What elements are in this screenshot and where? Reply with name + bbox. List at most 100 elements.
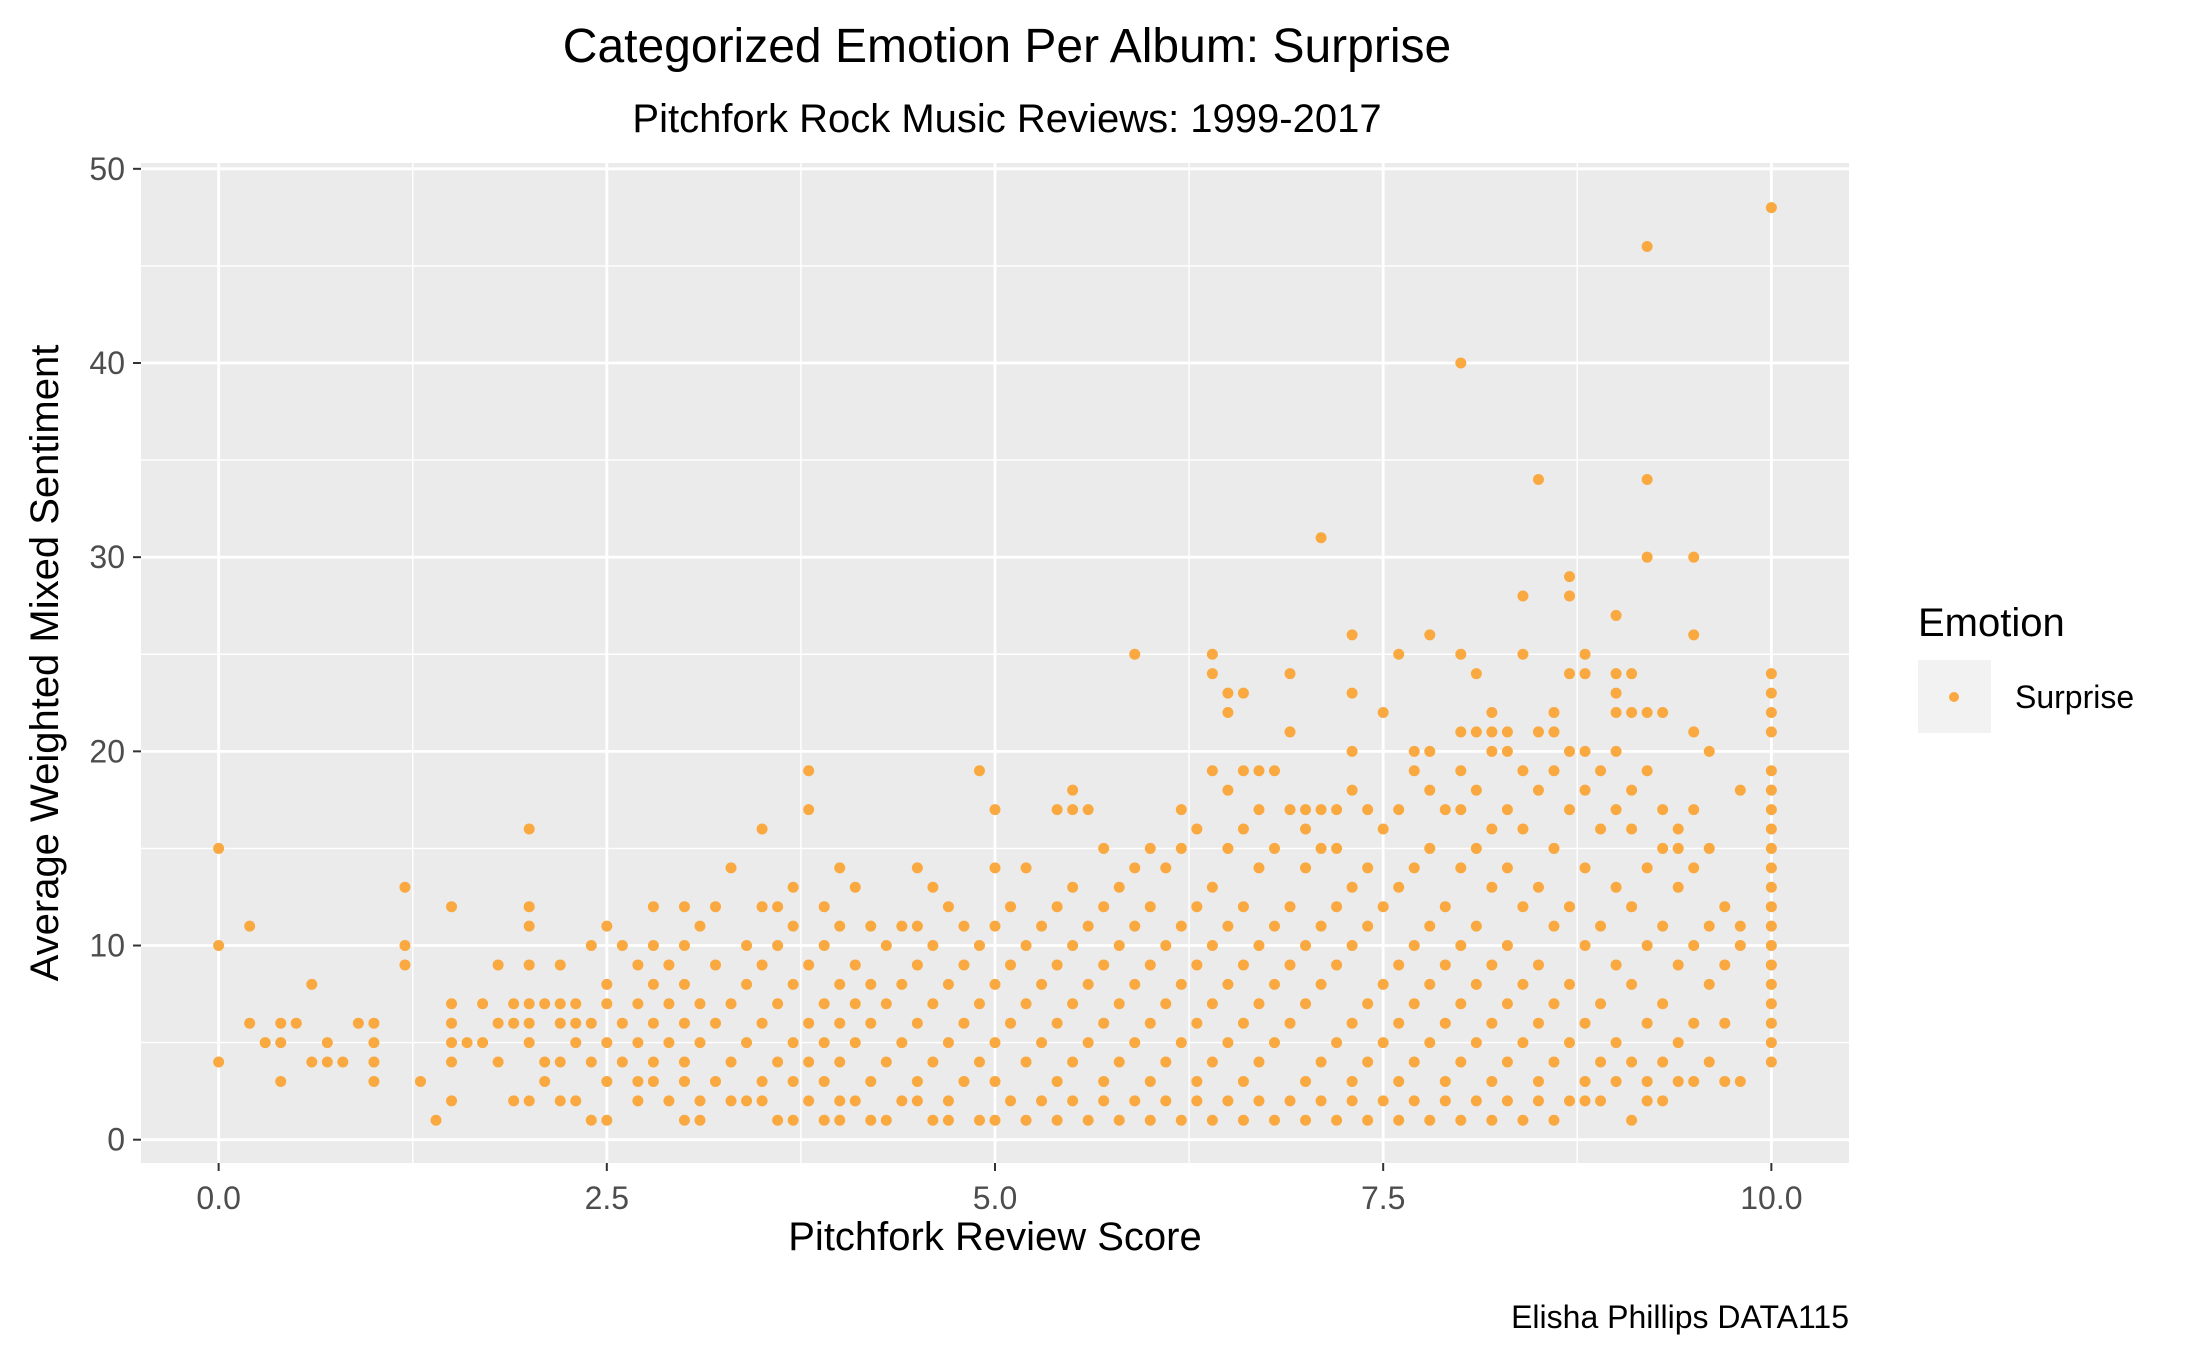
y-tick-label: 20 [89, 733, 125, 769]
data-point [865, 1114, 877, 1126]
data-point [849, 1037, 861, 1049]
data-point [1067, 998, 1079, 1010]
data-point [1393, 804, 1405, 816]
data-point [1268, 978, 1280, 990]
data-point [1113, 1114, 1125, 1126]
data-point [1144, 901, 1156, 913]
data-point [1595, 920, 1607, 932]
data-point [803, 1095, 815, 1107]
data-point [585, 1056, 597, 1068]
data-point [756, 1095, 768, 1107]
data-point [803, 804, 815, 816]
data-point [1486, 726, 1498, 738]
data-point [213, 1056, 225, 1068]
data-point [1113, 940, 1125, 952]
data-point [942, 1114, 954, 1126]
data-point [1300, 1114, 1312, 1126]
data-point [1175, 978, 1187, 990]
data-point [849, 1095, 861, 1107]
data-point [942, 1037, 954, 1049]
data-point [446, 1056, 458, 1068]
data-point [1020, 940, 1032, 952]
data-point [523, 920, 535, 932]
data-point [570, 1095, 582, 1107]
data-point [1346, 1075, 1358, 1087]
data-point [1346, 940, 1358, 952]
data-point [1237, 1075, 1249, 1087]
data-point [1486, 1075, 1498, 1087]
data-point [803, 1056, 815, 1068]
data-point [1501, 862, 1513, 874]
data-point [942, 1095, 954, 1107]
data-point [1455, 1114, 1467, 1126]
data-point [1082, 978, 1094, 990]
data-point [1579, 745, 1591, 757]
data-point [1439, 959, 1451, 971]
data-point [1703, 1056, 1715, 1068]
data-point [1082, 920, 1094, 932]
data-point [694, 920, 706, 932]
data-point [1113, 998, 1125, 1010]
data-point [1424, 629, 1436, 641]
data-point [647, 978, 659, 990]
data-point [1688, 940, 1700, 952]
data-point [1253, 1056, 1265, 1068]
data-point [1377, 1037, 1389, 1049]
data-point [710, 959, 722, 971]
data-point [601, 1114, 613, 1126]
data-point [446, 901, 458, 913]
data-point [880, 1114, 892, 1126]
data-point [710, 1017, 722, 1029]
data-point [1688, 862, 1700, 874]
data-point [1020, 1056, 1032, 1068]
data-point [865, 920, 877, 932]
data-point [1067, 784, 1079, 796]
data-point [1300, 823, 1312, 835]
data-point [1765, 804, 1777, 816]
data-point [772, 1114, 784, 1126]
data-point [1548, 1056, 1560, 1068]
data-point [1331, 804, 1343, 816]
data-point [1672, 881, 1684, 893]
data-point [461, 1037, 473, 1049]
data-point [554, 1095, 566, 1107]
data-point [1331, 959, 1343, 971]
data-point [1765, 1017, 1777, 1029]
data-point [1206, 881, 1218, 893]
data-point [1144, 1114, 1156, 1126]
data-point [1641, 551, 1653, 563]
data-point [1765, 881, 1777, 893]
data-point [1672, 1037, 1684, 1049]
data-point [1610, 609, 1622, 621]
data-point [523, 901, 535, 913]
data-point [1641, 940, 1653, 952]
data-point [1237, 1114, 1249, 1126]
data-point [818, 901, 830, 913]
data-point [958, 1075, 970, 1087]
data-point [1098, 1095, 1110, 1107]
data-point [585, 1114, 597, 1126]
data-point [896, 1095, 908, 1107]
data-point [1362, 1114, 1374, 1126]
x-axis-title: Pitchfork Review Score [788, 1215, 1201, 1259]
data-point [725, 1095, 737, 1107]
x-axis: 0.0 2.5 5.0 7.5 10.0 [196, 1163, 1803, 1216]
data-point [1734, 920, 1746, 932]
data-point [1532, 1095, 1544, 1107]
data-point [1470, 920, 1482, 932]
data-point [1005, 901, 1017, 913]
data-point [1455, 357, 1467, 369]
data-point [772, 998, 784, 1010]
data-point [632, 1075, 644, 1087]
data-point [1222, 687, 1234, 699]
data-point [539, 998, 551, 1010]
data-point [1284, 959, 1296, 971]
x-tick-label: 10.0 [1740, 1180, 1802, 1216]
data-point [1595, 823, 1607, 835]
data-point [1051, 1114, 1063, 1126]
data-point [1657, 1095, 1669, 1107]
data-point [927, 881, 939, 893]
data-point [585, 1017, 597, 1029]
data-point [1362, 998, 1374, 1010]
data-point [446, 998, 458, 1010]
